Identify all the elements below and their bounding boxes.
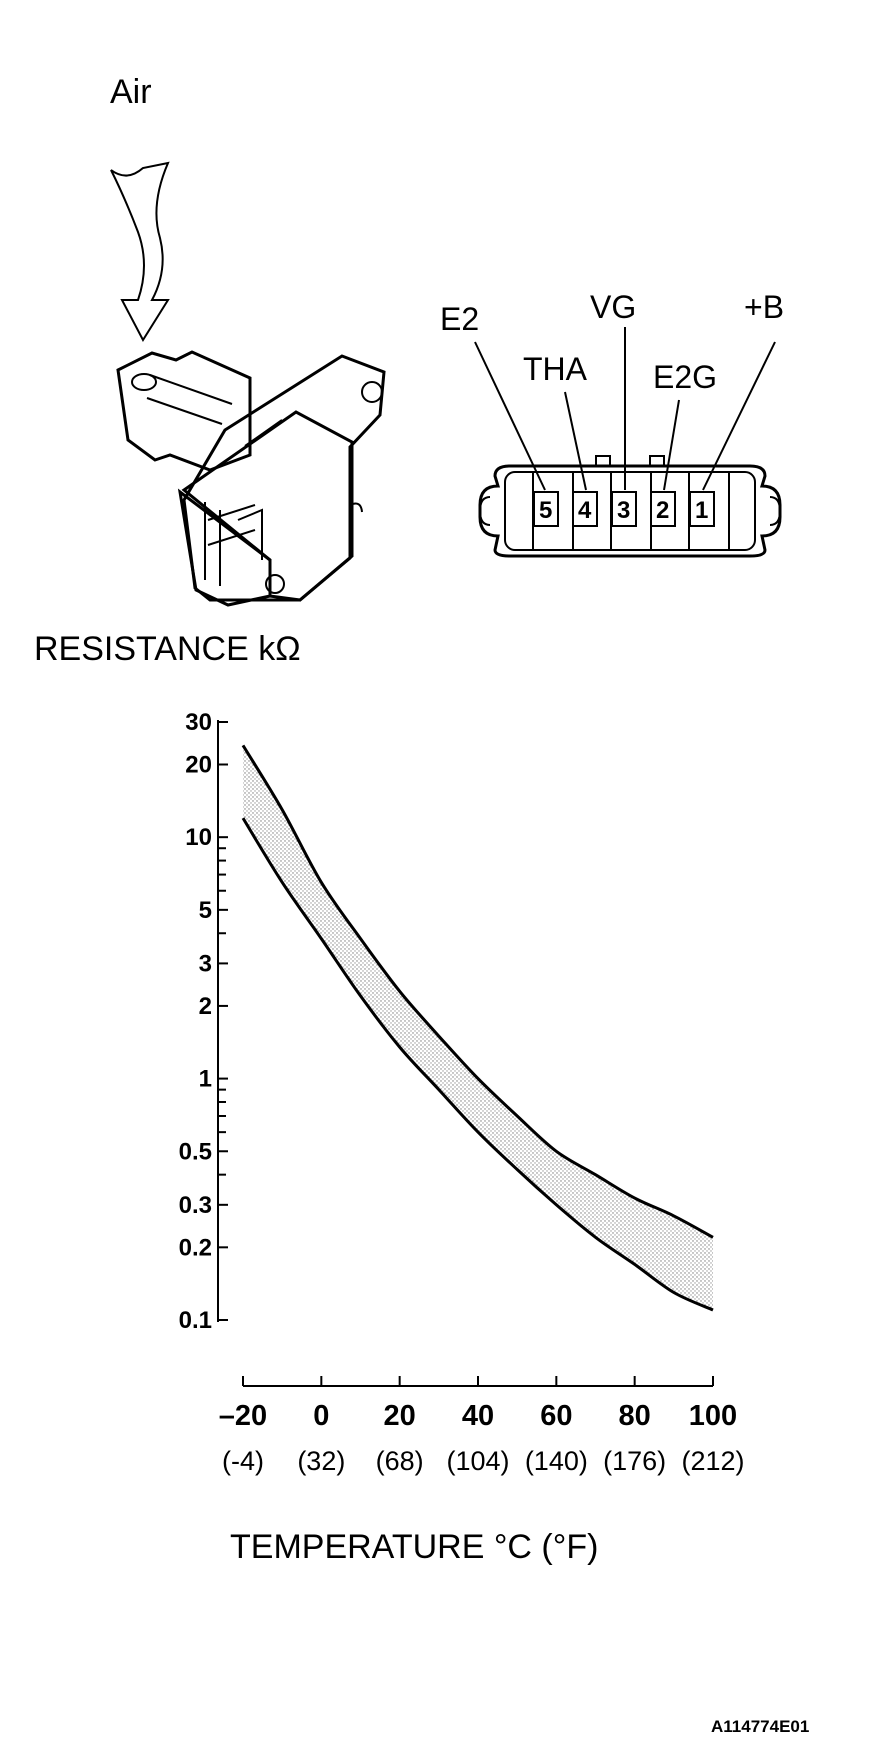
x-tick-label-fahrenheit: (-4)	[222, 1446, 264, 1476]
pin-number-3: 3	[617, 497, 630, 524]
y-tick-label: 30	[185, 709, 212, 736]
upper-limit-curve	[241, 744, 714, 1239]
pin-number-2: 2	[656, 497, 669, 524]
y-tick-label: 3	[199, 950, 212, 977]
pin-1	[689, 491, 715, 527]
connector-diagram: 5 4 3 2 1 E2 THA VG E2G +B	[440, 289, 784, 558]
x-tick-label-fahrenheit: (176)	[603, 1446, 666, 1476]
y-tick-label: 5	[199, 897, 212, 924]
pin-5	[533, 491, 559, 527]
terminal-label-vg: VG	[590, 289, 636, 325]
figure-code: A114774E01	[711, 1717, 809, 1736]
y-tick-label: 0.3	[179, 1192, 212, 1219]
y-tick-label: 0.1	[179, 1307, 212, 1334]
resistance-temperature-chart: 30 20 10 5 3 2 1 0.5 0.3 0.2 0.1 –20 (-4) 0 (32) 20 (68…	[179, 709, 745, 1476]
pin-number-4: 4	[578, 497, 592, 524]
terminal-label-tha: THA	[523, 351, 588, 387]
air-flow-meter-illustration	[116, 350, 386, 607]
tolerance-band	[243, 745, 713, 1310]
lower-limit-curve	[241, 817, 714, 1312]
y-axis-title: RESISTANCE kΩ	[34, 630, 301, 668]
x-tick-label-fahrenheit: (32)	[297, 1446, 345, 1476]
y-tick-label: 0.2	[179, 1234, 212, 1261]
y-tick-label: 0.5	[179, 1138, 212, 1165]
x-tick-label: 60	[540, 1400, 572, 1432]
air-flow-arrow	[110, 161, 170, 343]
x-tick-label: 40	[462, 1400, 494, 1432]
x-tick-label: 100	[689, 1400, 737, 1432]
x-tick-label: 20	[384, 1400, 416, 1432]
y-tick-label: 20	[185, 752, 212, 779]
leader-e2	[474, 341, 546, 491]
leader-plus-b	[702, 341, 776, 491]
y-tick-label: 1	[199, 1066, 212, 1093]
terminal-label-e2: E2	[440, 301, 479, 337]
terminal-label-e2g: E2G	[653, 359, 717, 395]
x-axis-title: TEMPERATURE °C (°F)	[230, 1528, 598, 1566]
x-tick-label: 0	[313, 1400, 329, 1432]
leader-tha	[564, 391, 587, 491]
terminal-label-plus-b: +B	[744, 289, 784, 325]
x-tick-label-fahrenheit: (140)	[525, 1446, 588, 1476]
y-tick-label: 10	[185, 824, 212, 851]
x-tick-label-fahrenheit: (104)	[446, 1446, 509, 1476]
x-tick-label: 80	[619, 1400, 651, 1432]
x-tick-label: –20	[219, 1400, 267, 1432]
x-tick-label-fahrenheit: (68)	[376, 1446, 424, 1476]
pin-number-5: 5	[539, 497, 552, 524]
pin-2	[650, 491, 676, 527]
air-label: Air	[110, 73, 152, 111]
leader-e2g	[663, 399, 680, 491]
x-tick-label-fahrenheit: (212)	[681, 1446, 744, 1476]
y-tick-label: 2	[199, 993, 212, 1020]
pin-3	[611, 491, 637, 527]
pin-4	[572, 491, 598, 527]
pin-number-1: 1	[695, 497, 708, 524]
